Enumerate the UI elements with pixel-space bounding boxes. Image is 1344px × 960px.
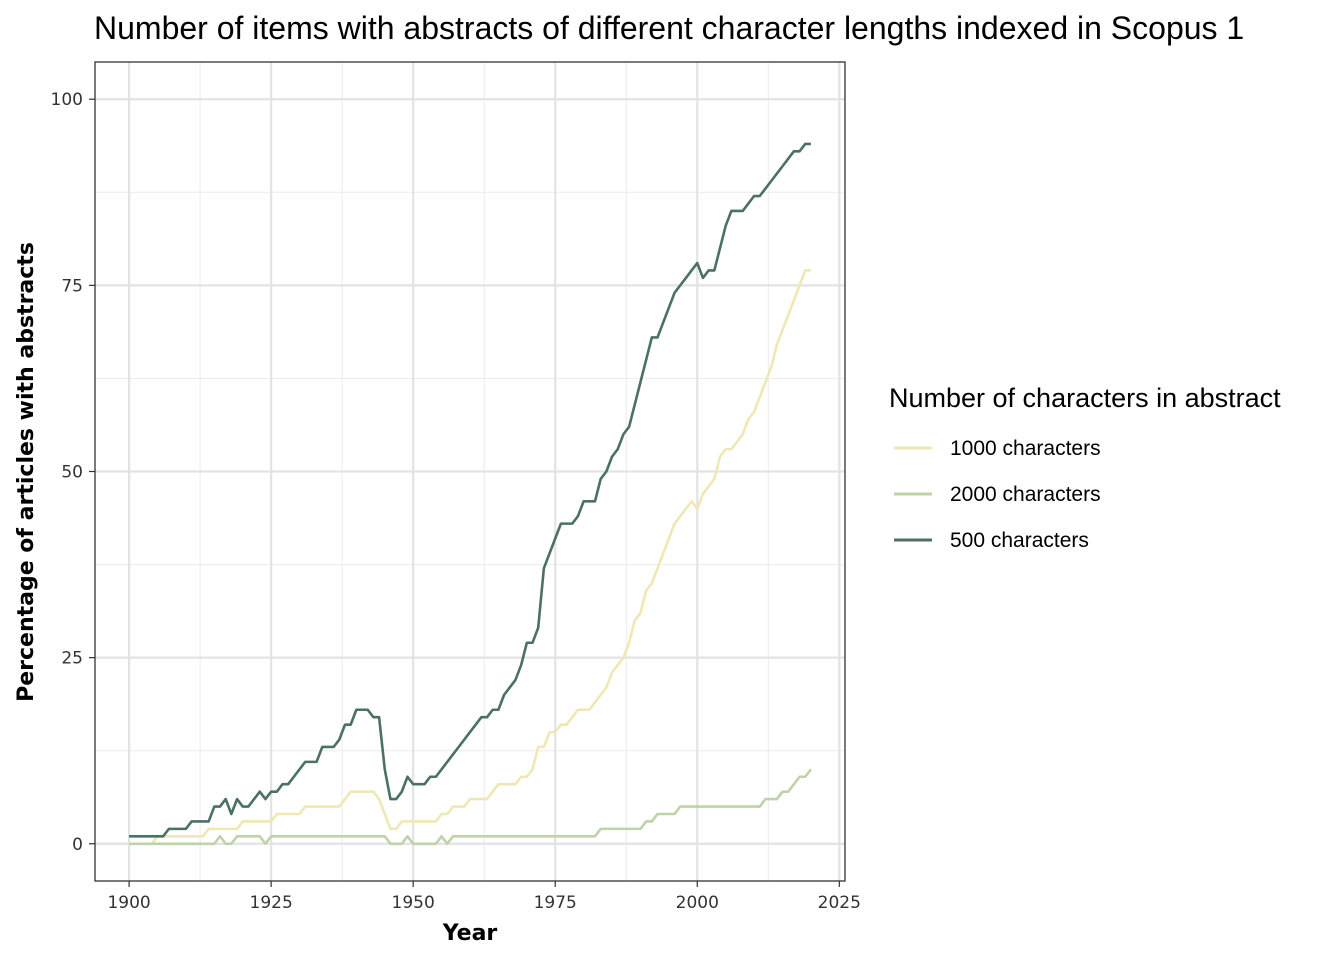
legend-label: 2000 characters — [950, 483, 1101, 506]
series-line-500-characters — [129, 142, 811, 838]
y-axis-title: Percentage of articles with abstracts — [14, 242, 39, 702]
x-tick-label: 1925 — [250, 893, 293, 913]
y-tick-label: 100 — [51, 90, 83, 110]
legend-label: 1000 characters — [950, 437, 1101, 460]
legend: Number of characters in abstract 1000 ch… — [889, 383, 1281, 552]
chart-title: Number of items with abstracts of differ… — [94, 10, 1244, 46]
series-layer — [129, 142, 812, 846]
y-tick-label: 50 — [61, 463, 83, 483]
y-tick-label: 75 — [61, 276, 83, 296]
y-tick-label: 0 — [72, 835, 83, 855]
legend-title: Number of characters in abstract — [889, 383, 1281, 413]
x-tick-label: 1900 — [107, 893, 150, 913]
x-axis: 1900 1925 1950 1975 2000 2025 — [107, 881, 861, 913]
series-line-1000-characters — [129, 269, 811, 846]
series-line-2000-characters — [129, 768, 812, 846]
y-tick-label: 25 — [61, 649, 83, 669]
x-tick-label: 1975 — [534, 893, 577, 913]
x-tick-label: 2000 — [676, 893, 719, 913]
grid-major — [95, 62, 845, 881]
legend-label: 500 characters — [950, 529, 1089, 552]
x-tick-label: 2025 — [818, 893, 861, 913]
x-axis-title: Year — [442, 921, 498, 946]
x-tick-label: 1950 — [392, 893, 435, 913]
y-axis: 0 25 50 75 100 — [51, 90, 95, 855]
